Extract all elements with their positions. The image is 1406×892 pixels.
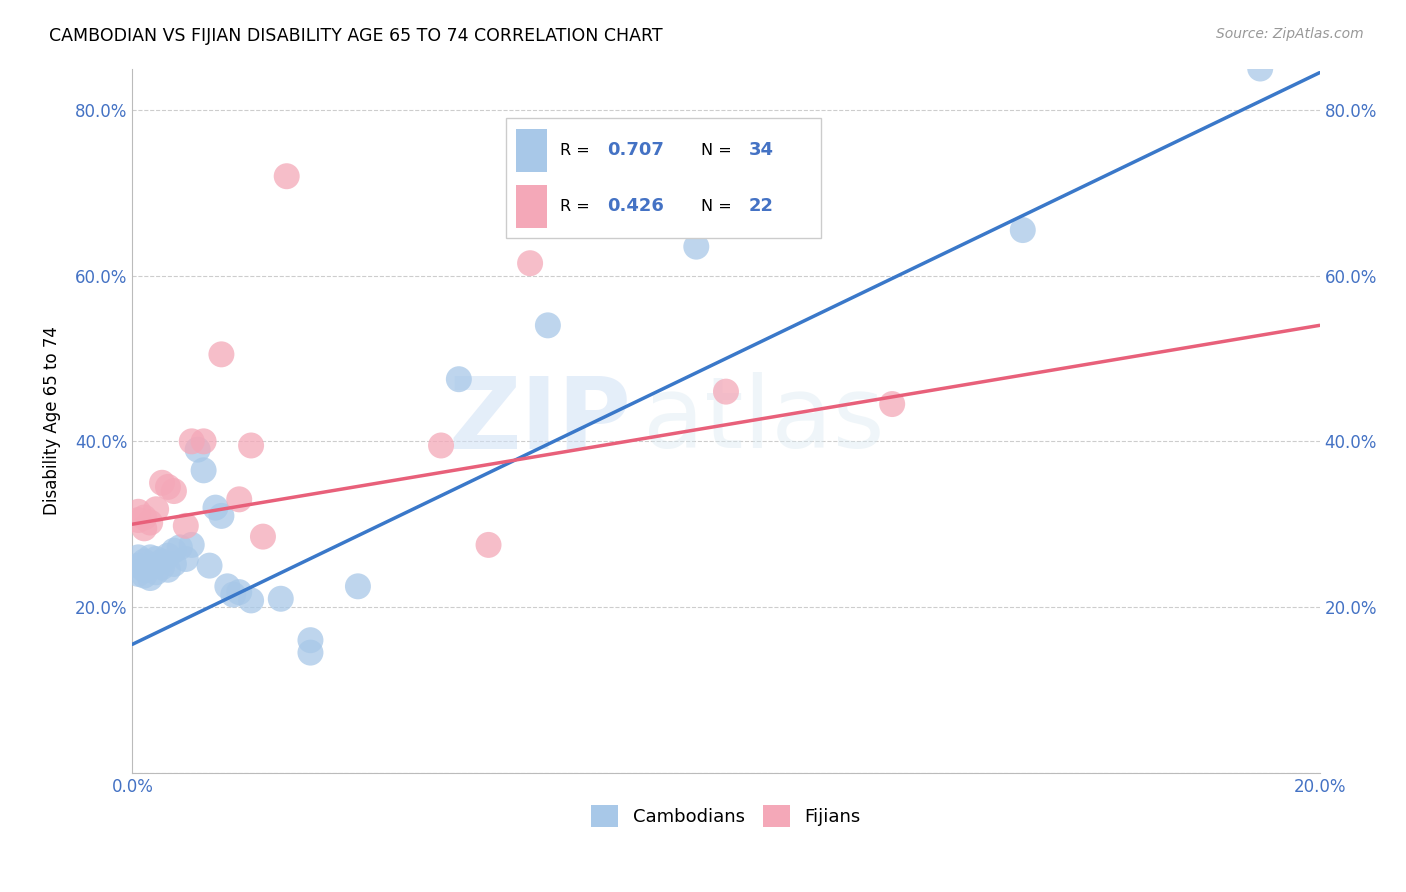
- Point: [252, 530, 274, 544]
- Point: [882, 397, 904, 411]
- Point: [139, 560, 162, 574]
- Point: [139, 571, 162, 585]
- Point: [270, 591, 292, 606]
- Point: [180, 538, 202, 552]
- Point: [127, 550, 149, 565]
- Point: [447, 372, 470, 386]
- Point: [145, 502, 167, 516]
- Point: [127, 566, 149, 581]
- Point: [134, 521, 156, 535]
- Text: ZIP: ZIP: [449, 372, 631, 469]
- Point: [240, 593, 263, 607]
- Point: [180, 434, 202, 449]
- Point: [299, 646, 322, 660]
- Point: [209, 347, 232, 361]
- Point: [714, 384, 737, 399]
- Point: [139, 516, 162, 530]
- Y-axis label: Disability Age 65 to 74: Disability Age 65 to 74: [44, 326, 60, 515]
- Point: [222, 588, 245, 602]
- Point: [134, 510, 156, 524]
- Point: [127, 558, 149, 573]
- Text: CAMBODIAN VS FIJIAN DISABILITY AGE 65 TO 74 CORRELATION CHART: CAMBODIAN VS FIJIAN DISABILITY AGE 65 TO…: [49, 27, 662, 45]
- Text: Source: ZipAtlas.com: Source: ZipAtlas.com: [1216, 27, 1364, 41]
- Point: [163, 543, 186, 558]
- Point: [204, 500, 226, 515]
- Point: [127, 513, 149, 527]
- Point: [150, 560, 173, 574]
- Point: [156, 549, 179, 563]
- Point: [1011, 223, 1033, 237]
- Point: [519, 256, 541, 270]
- Point: [139, 550, 162, 565]
- Point: [134, 554, 156, 568]
- Text: atlas: atlas: [643, 372, 884, 469]
- Point: [169, 541, 191, 555]
- Point: [145, 566, 167, 580]
- Point: [209, 508, 232, 523]
- Point: [163, 484, 186, 499]
- Legend: Cambodians, Fijians: Cambodians, Fijians: [583, 797, 868, 834]
- Point: [299, 633, 322, 648]
- Point: [430, 438, 453, 452]
- Point: [276, 169, 298, 184]
- Point: [685, 240, 707, 254]
- Point: [150, 475, 173, 490]
- Point: [163, 557, 186, 571]
- Point: [174, 552, 197, 566]
- Point: [1249, 62, 1271, 76]
- Point: [217, 579, 239, 593]
- Point: [187, 442, 209, 457]
- Point: [240, 438, 263, 452]
- Point: [228, 492, 250, 507]
- Point: [228, 585, 250, 599]
- Point: [537, 318, 560, 333]
- Point: [477, 538, 499, 552]
- Point: [150, 554, 173, 568]
- Point: [156, 480, 179, 494]
- Point: [127, 505, 149, 519]
- Point: [134, 563, 156, 577]
- Point: [156, 563, 179, 577]
- Point: [347, 579, 370, 593]
- Point: [193, 463, 215, 477]
- Point: [198, 558, 221, 573]
- Point: [174, 519, 197, 533]
- Point: [134, 568, 156, 582]
- Point: [193, 434, 215, 449]
- Point: [145, 552, 167, 566]
